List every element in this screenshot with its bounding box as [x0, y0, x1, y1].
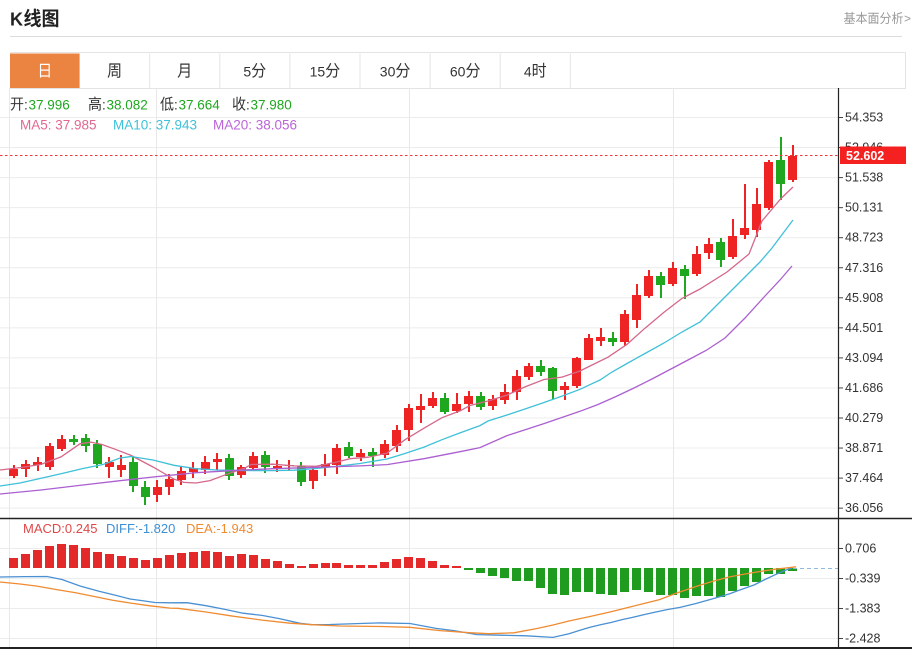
svg-text:41.686: 41.686 — [845, 381, 883, 395]
svg-text:0.706: 0.706 — [845, 542, 876, 556]
svg-text:MA20: 38.056: MA20: 38.056 — [213, 118, 297, 133]
svg-text::: : — [102, 98, 106, 113]
svg-text:38.871: 38.871 — [845, 441, 883, 455]
svg-text:4: 4 — [524, 64, 532, 80]
svg-text:51.538: 51.538 — [845, 171, 883, 185]
svg-text:45.908: 45.908 — [845, 291, 883, 305]
svg-text:43.094: 43.094 — [845, 351, 883, 365]
svg-text:MACD:0.245: MACD:0.245 — [23, 521, 97, 536]
svg-text:MA10: 37.943: MA10: 37.943 — [113, 118, 197, 133]
svg-text:54.353: 54.353 — [845, 111, 883, 125]
svg-text:36.056: 36.056 — [845, 501, 883, 515]
svg-text:K: K — [10, 10, 23, 30]
svg-text:>: > — [904, 12, 911, 26]
svg-text:15: 15 — [310, 64, 326, 80]
svg-text:38.082: 38.082 — [107, 98, 148, 113]
svg-text::: : — [246, 98, 250, 113]
svg-text:40.279: 40.279 — [845, 411, 883, 425]
svg-text:37.980: 37.980 — [251, 98, 292, 113]
svg-text:37.464: 37.464 — [845, 471, 883, 485]
svg-text:5: 5 — [243, 64, 251, 80]
svg-text:44.501: 44.501 — [845, 321, 883, 335]
svg-text:52.602: 52.602 — [846, 149, 884, 163]
svg-text:DEA:-1.943: DEA:-1.943 — [186, 521, 253, 536]
svg-text:30: 30 — [380, 64, 396, 80]
svg-text:48.723: 48.723 — [845, 231, 883, 245]
svg-text:37.996: 37.996 — [29, 98, 70, 113]
svg-text::: : — [174, 98, 178, 113]
svg-text:47.316: 47.316 — [845, 261, 883, 275]
svg-text:-1.383: -1.383 — [845, 602, 880, 616]
svg-text:60: 60 — [450, 64, 466, 80]
svg-text:MA5: 37.985: MA5: 37.985 — [20, 118, 97, 133]
svg-text:37.664: 37.664 — [179, 98, 221, 113]
svg-text:-2.428: -2.428 — [845, 632, 880, 646]
svg-text::: : — [24, 98, 28, 113]
svg-text:50.131: 50.131 — [845, 201, 883, 215]
svg-text:-0.339: -0.339 — [845, 572, 880, 586]
svg-text:DIFF:-1.820: DIFF:-1.820 — [106, 521, 175, 536]
